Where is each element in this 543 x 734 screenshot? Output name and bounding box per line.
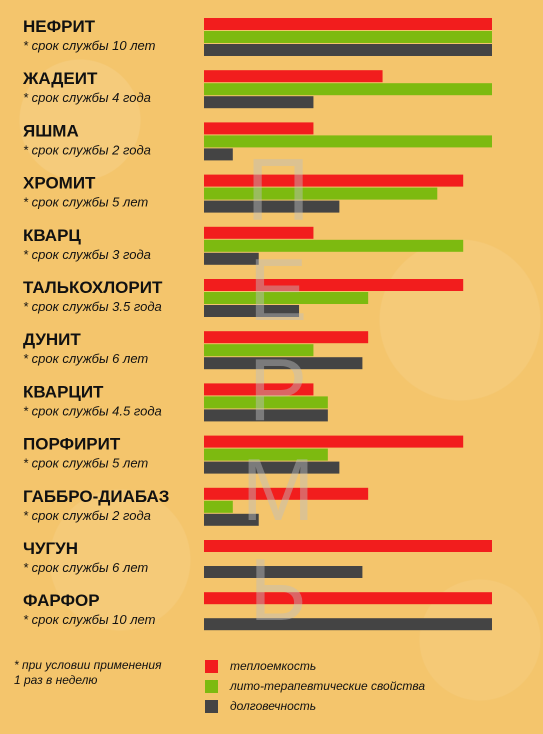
bar [204,344,314,357]
bar [204,239,464,252]
bar [204,383,314,396]
category-note: * срок службы 4.5 года [23,403,162,418]
category-note: * срок службы 10 лет [23,612,156,627]
bar [204,331,369,344]
bar [204,187,438,200]
legend-label: долговечность [230,699,317,713]
bar [204,135,492,148]
category-label: ХРОМИТ [23,174,96,193]
legend-item: теплоемкость [205,656,425,676]
category-note: * срок службы 3 года [23,247,151,262]
bar [204,448,328,461]
category-label: НЕФРИТ [23,17,96,36]
category-label: ГАББРО-ДИАБАЗ [23,487,169,506]
bar [204,618,492,631]
category-note: * срок службы 3.5 года [23,299,162,314]
category-note: * срок службы 6 лет [23,560,148,575]
legend-swatch [205,679,218,693]
category-label: ЧУГУН [23,539,78,558]
category-label: ДУНИТ [23,330,81,349]
footnote: * при условии применения 1 раз в неделю [14,658,162,687]
bar [204,409,328,422]
bar [204,83,492,96]
category-note: * срок службы 2 года [23,142,151,157]
bar [204,566,363,578]
bar [204,226,314,239]
category-label: КВАРЦИТ [23,382,104,401]
bar [204,540,492,552]
bar [204,357,363,370]
category-note: * срок службы 5 лет [23,195,148,210]
bar-chart: НЕФРИТ * срок службы 10 лет ЖАДЕИТ * срок с… [22,17,492,631]
category-note: * срок службы 6 лет [23,351,148,366]
category-label: ПОРФИРИТ [23,435,121,454]
category-label: ФАРФОР [23,591,100,610]
bar [204,435,464,448]
bar [204,461,340,474]
bar [204,18,492,30]
category-note: * срок службы 10 лет [23,38,156,53]
category-note: * срок службы 2 года [23,508,151,523]
category-label: ЯШМА [23,121,79,140]
bar [204,200,340,213]
category-note: * срок службы 5 лет [23,456,148,471]
bar [204,122,314,135]
bar [204,174,464,187]
legend-item: лито-терапевтические свойства [205,676,425,696]
bar [204,31,492,43]
bar [204,44,492,56]
legend-swatch [205,659,218,673]
legend-label: теплоемкость [230,659,317,673]
category-label: КВАРЦ [23,226,81,245]
legend-label: лито-терапевтические свойства [230,679,426,693]
bar [204,292,369,304]
category-note: * срок службы 4 года [23,90,151,105]
category-label: ЖАДЕИТ [22,69,98,88]
bar [204,279,464,291]
category-label: ТАЛЬКОХЛОРИТ [23,278,163,297]
legend-item: долговечность [205,696,425,716]
bar [204,148,233,161]
bar [204,592,492,605]
bar [204,96,314,109]
bar [204,500,233,513]
bar [204,396,328,409]
legend: теплоемкость лито-терапевтические свойст… [205,656,425,716]
bar [204,513,259,526]
legend-swatch [205,699,218,713]
bar [204,305,300,317]
bar [204,487,369,500]
bar [204,70,383,83]
bar [204,252,259,265]
